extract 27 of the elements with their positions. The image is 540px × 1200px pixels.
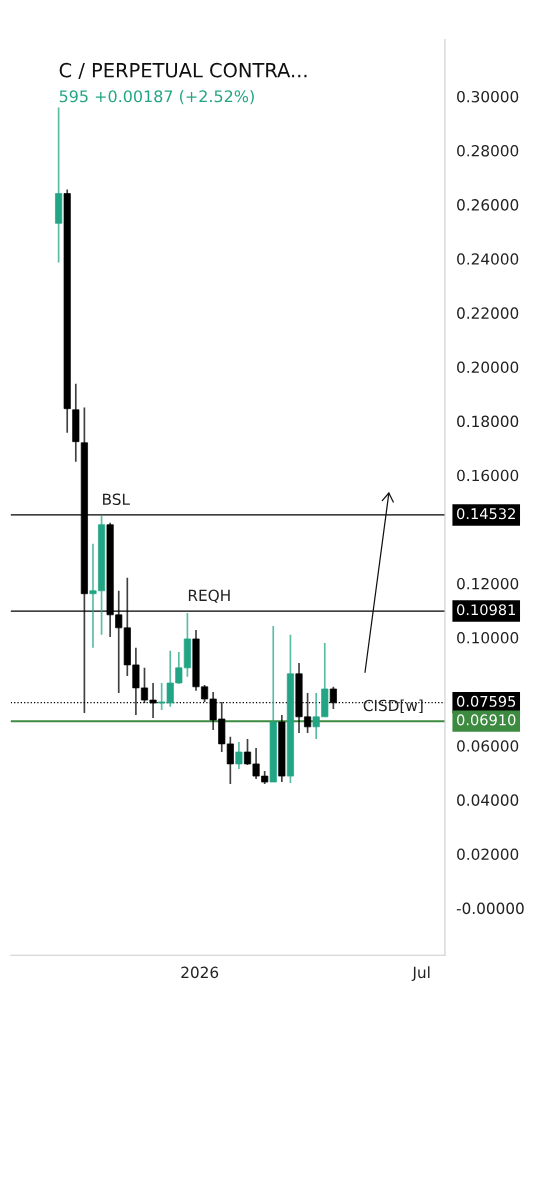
y-tick-label: 0.02000 — [457, 848, 519, 861]
y-tick-label: 0.20000 — [457, 361, 519, 374]
ref-line-label: 0.06910 — [457, 714, 516, 726]
y-tick-label: 0.06000 — [457, 740, 519, 752]
text: 595 +0.00187 (+2.52%) — [59, 89, 254, 105]
candlestick — [235, 741, 243, 770]
y-tick-label: 0.26000 — [457, 199, 519, 211]
ref-line-label: 0.07595 — [457, 695, 516, 707]
x-tick-label: 2026 — [181, 966, 219, 979]
y-tick-label: 0.22000 — [457, 307, 519, 319]
ref-line-label: 0.14532 — [457, 508, 515, 520]
y-tick-label: -0.00000 — [456, 902, 524, 915]
y-tick-label: 0.04000 — [457, 794, 519, 806]
text: C / PERPETUAL CONTRA... — [59, 62, 307, 80]
annotation: REQH — [188, 589, 230, 603]
y-tick-label: 0.24000 — [457, 253, 519, 265]
x-tick-label: Jul — [411, 966, 430, 981]
candlestick — [329, 685, 337, 710]
annotation: BSL — [103, 493, 130, 506]
ref-line-label: 0.10981 — [457, 604, 516, 616]
y-tick-label: 0.30000 — [457, 90, 519, 103]
y-tick-label: 0.18000 — [457, 415, 519, 428]
y-tick-label: 0.28000 — [457, 145, 519, 157]
y-tick-label: 0.12000 — [457, 577, 519, 590]
y-tick-label: 0.16000 — [457, 469, 519, 482]
y-tick-label: 0.10000 — [457, 632, 519, 644]
annotation: CISD[w] — [363, 699, 423, 714]
